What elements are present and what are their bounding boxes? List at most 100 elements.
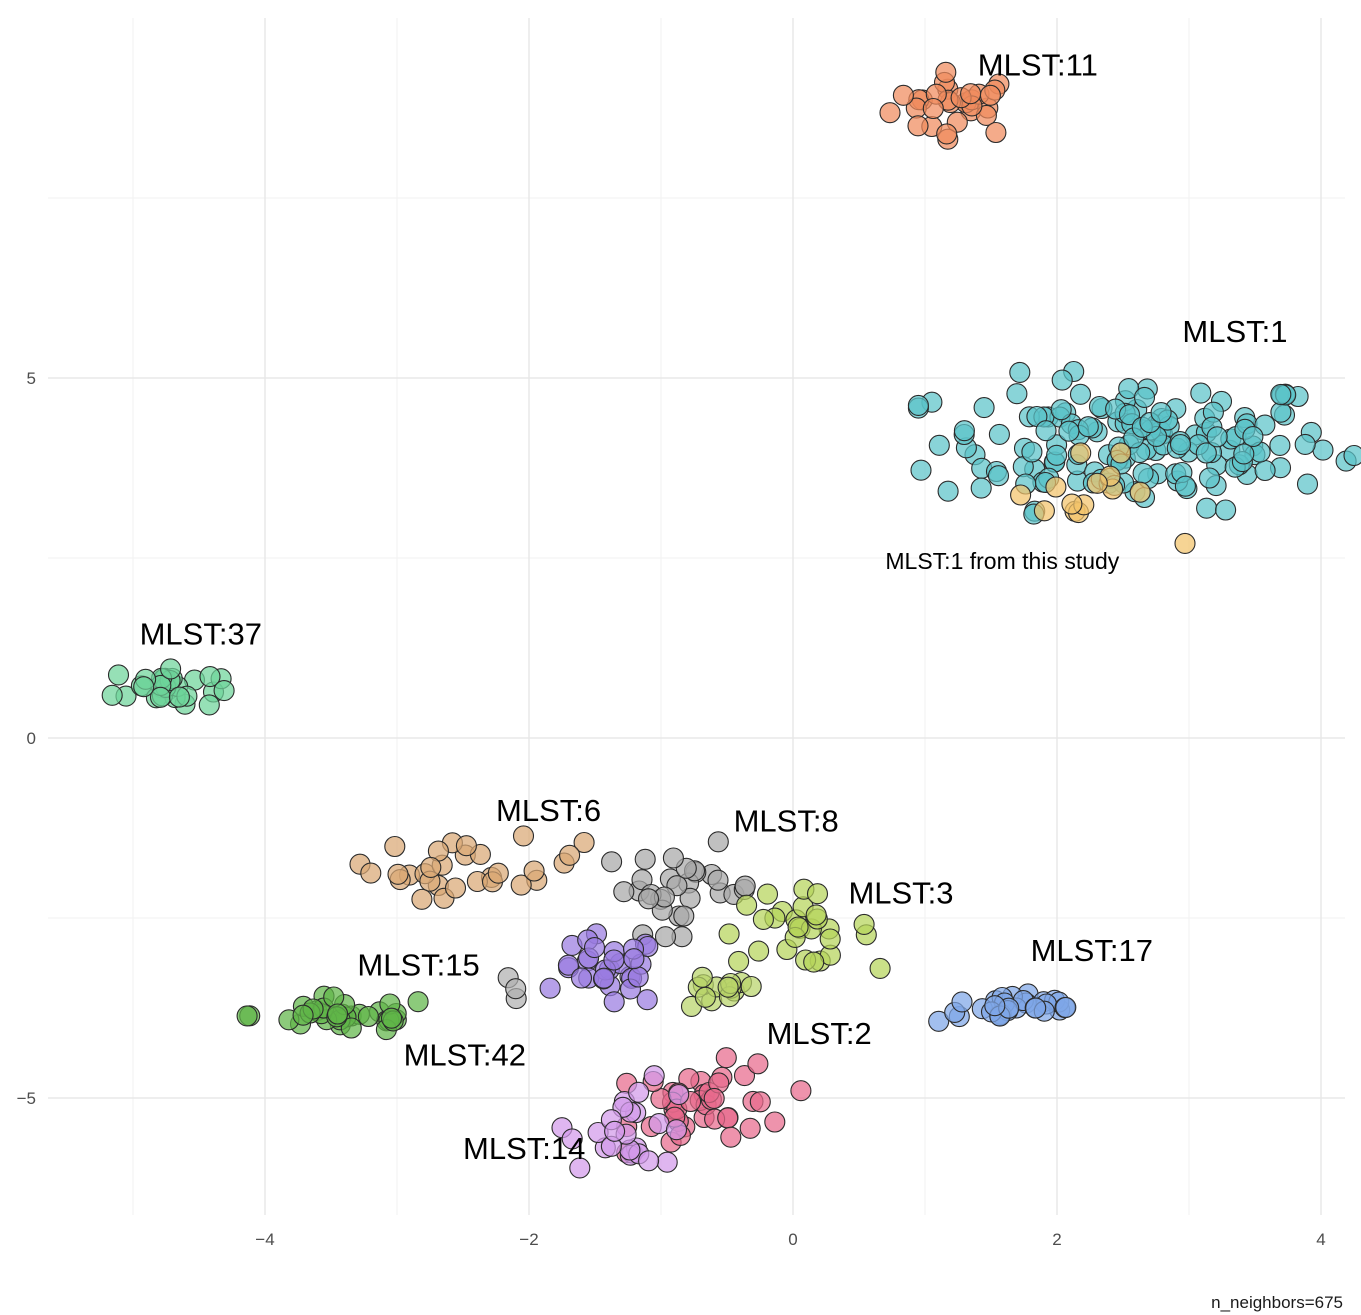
data-point: [1132, 462, 1154, 484]
data-point: [487, 862, 509, 884]
data-point: [636, 989, 658, 1011]
data-point: [1035, 420, 1057, 442]
data-point: [559, 844, 581, 866]
data-point: [707, 869, 729, 891]
data-point: [384, 835, 406, 858]
data-point: [1058, 420, 1080, 442]
data-point: [1021, 441, 1043, 463]
data-point: [907, 394, 929, 416]
data-point: [1242, 426, 1264, 448]
data-point: [387, 863, 409, 885]
data-point: [1118, 404, 1141, 426]
data-point: [720, 1126, 742, 1148]
data-point: [1206, 426, 1228, 448]
data-point: [512, 825, 535, 847]
data-point: [703, 1087, 725, 1109]
data-point: [787, 916, 809, 938]
data-point: [733, 1065, 756, 1087]
series-mlst-14c: [551, 1065, 690, 1179]
series-mlst-42: [497, 967, 527, 1010]
data-point: [407, 991, 429, 1013]
points-layer: [101, 61, 1361, 1179]
y-tick-labels: −5 0 5: [17, 369, 36, 1108]
data-point: [561, 1128, 583, 1150]
data-point: [236, 1005, 258, 1027]
data-point: [740, 975, 762, 998]
data-point: [928, 434, 950, 456]
data-point: [1174, 475, 1196, 497]
data-point: [973, 397, 995, 419]
series-mlst-1-from-this-study: [1010, 442, 1196, 554]
data-point: [444, 877, 467, 899]
data-point: [935, 61, 957, 83]
data-point: [734, 875, 756, 897]
data-point: [573, 831, 595, 854]
cluster-label: MLST:11: [978, 48, 1098, 83]
series-mlst-3: [718, 878, 891, 979]
data-point: [985, 121, 1007, 144]
data-point: [1010, 484, 1032, 506]
data-point: [1343, 444, 1361, 467]
data-point: [1312, 439, 1334, 461]
data-point: [988, 423, 1010, 445]
data-point: [1150, 402, 1172, 424]
data-point: [717, 1107, 739, 1129]
x-tick-label: 0: [788, 1230, 797, 1249]
data-point: [892, 84, 914, 106]
data-point: [198, 694, 220, 716]
data-point: [907, 115, 929, 137]
x-tick-label: 4: [1316, 1230, 1325, 1249]
data-point: [1069, 383, 1092, 405]
data-point: [380, 1007, 403, 1029]
data-point: [628, 1081, 650, 1103]
data-point: [539, 977, 561, 999]
x-tick-label: 2: [1052, 1230, 1061, 1249]
data-point: [951, 991, 973, 1013]
y-tick-label: 5: [27, 369, 36, 388]
grid-minor: [48, 18, 1345, 1215]
data-point: [634, 848, 656, 870]
data-point: [937, 480, 959, 502]
data-point: [970, 477, 992, 499]
data-point: [717, 976, 739, 998]
data-point: [623, 948, 645, 970]
cluster-label: MLST:8: [734, 804, 839, 839]
data-point: [668, 1084, 690, 1106]
cluster-label: MLST:1 from this study: [885, 548, 1119, 574]
data-point: [1195, 442, 1217, 464]
data-point: [806, 883, 829, 905]
data-point: [1254, 459, 1276, 482]
data-point: [1110, 442, 1132, 464]
data-point: [1294, 433, 1316, 455]
series-mlst-17: [928, 983, 1077, 1032]
data-point: [1196, 497, 1218, 519]
data-point: [922, 97, 944, 120]
data-point: [523, 860, 545, 882]
data-point: [1033, 500, 1055, 522]
data-point: [910, 459, 932, 481]
data-point: [747, 1053, 769, 1075]
data-point: [928, 1010, 950, 1032]
data-point: [101, 684, 123, 706]
data-point: [987, 465, 1010, 487]
data-point: [411, 888, 433, 910]
data-point: [764, 1111, 786, 1133]
data-point: [1174, 532, 1196, 554]
series-mlst-15: [236, 985, 429, 1041]
data-point: [199, 666, 221, 688]
data-point: [593, 967, 615, 989]
data-point: [879, 102, 901, 124]
data-point: [1086, 472, 1108, 494]
data-point: [665, 1119, 688, 1141]
data-point: [656, 1151, 678, 1173]
cluster-label: MLST:6: [496, 793, 601, 828]
cluster-label: MLST:14: [463, 1131, 585, 1166]
data-point: [168, 686, 190, 708]
data-point: [1270, 383, 1292, 405]
data-point: [678, 1068, 700, 1090]
data-point: [340, 1017, 362, 1039]
data-point: [1215, 499, 1237, 521]
data-point: [360, 862, 382, 884]
neighbors-caption: n_neighbors=675: [1211, 1293, 1343, 1312]
